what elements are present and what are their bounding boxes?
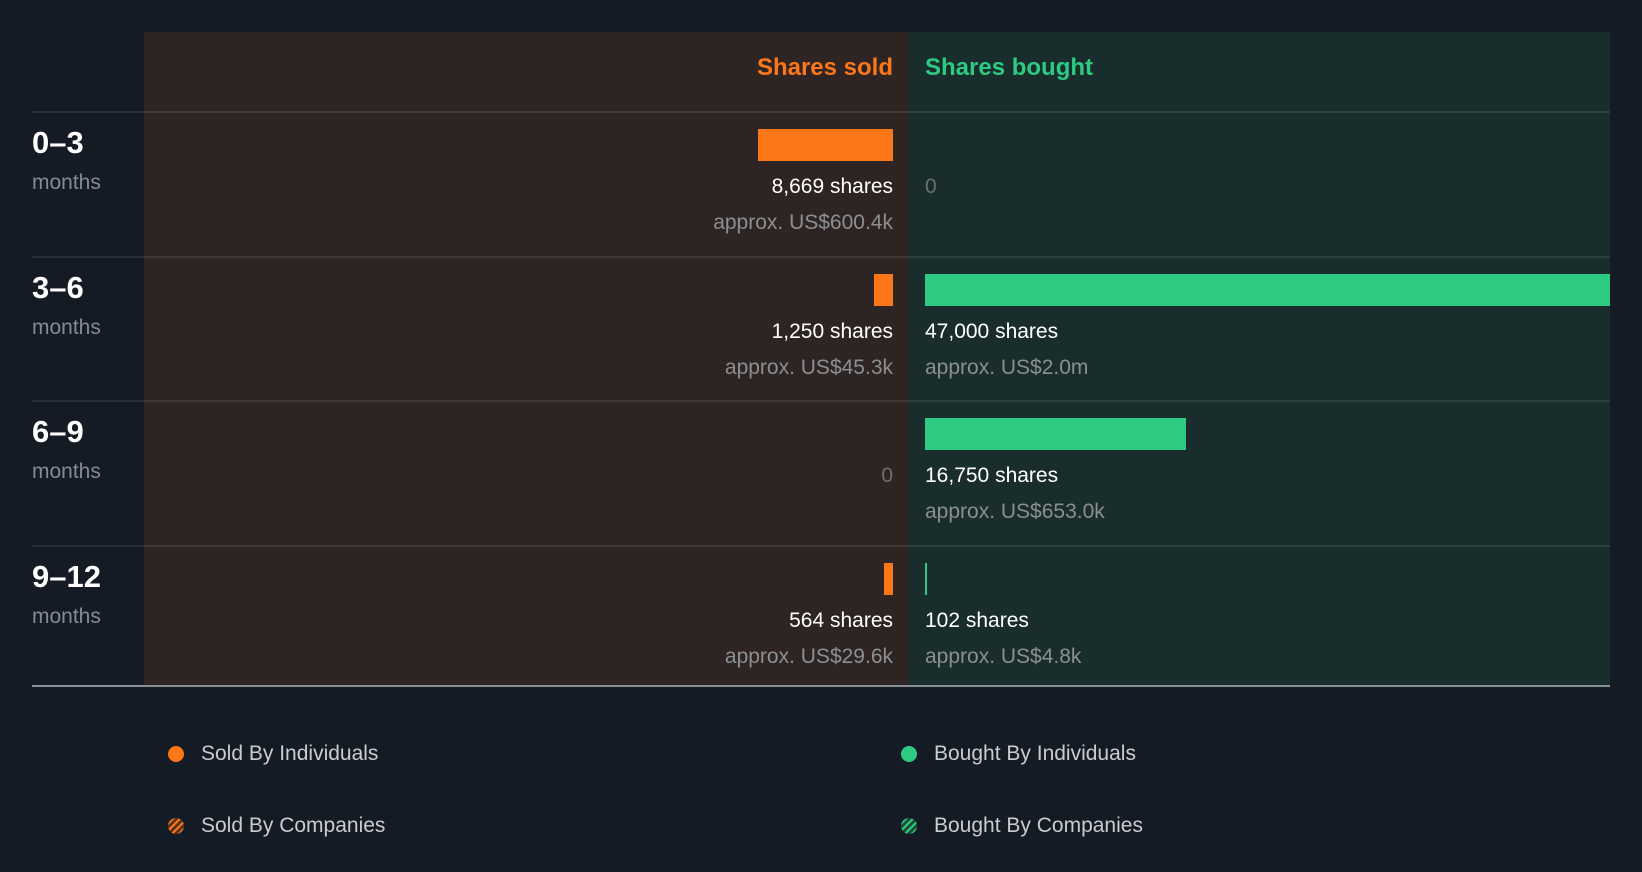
row-divider [32,111,1610,113]
bought-bar[interactable] [925,563,927,595]
period-row-6-9: 6–9 months 0 16,750 shares approx. US$65… [0,402,1642,546]
striped-green-dot-icon [901,818,917,834]
period-row-0-3: 0–3 months 8,669 shares approx. US$600.4… [0,113,1642,257]
period-label: 6–9 [32,414,84,449]
bought-bar[interactable] [925,418,1186,450]
period-row-9-12: 9–12 months 564 shares approx. US$29.6k … [0,547,1642,691]
sold-approx-value: approx. US$29.6k [724,645,893,668]
green-dot-icon [901,746,917,762]
orange-dot-icon [168,746,184,762]
sold-shares: 0 [881,464,893,487]
sold-approx-value: approx. US$45.3k [724,356,893,379]
period-row-3-6: 3–6 months 1,250 shares approx. US$45.3k… [0,258,1642,402]
bought-approx-value: approx. US$4.8k [925,645,1082,668]
period-unit: months [32,460,101,483]
row-divider [32,256,1610,258]
legend-bought-individuals[interactable]: Bought By Individuals [901,742,1136,766]
row-divider [32,400,1610,402]
shares-sold-header: Shares sold [756,54,893,81]
bought-shares: 0 [925,175,937,198]
shares-bought-header: Shares bought [925,54,1094,81]
sold-bar[interactable] [884,563,893,595]
bought-bar[interactable] [925,274,1610,306]
bought-approx-value: approx. US$2.0m [925,356,1089,379]
legend-sold-individuals[interactable]: Sold By Individuals [168,742,378,766]
bought-approx-value: approx. US$653.0k [925,500,1105,523]
legend-label: Sold By Individuals [201,742,379,765]
bought-shares: 47,000 shares [925,320,1059,343]
sold-shares: 8,669 shares [771,175,893,198]
period-unit: months [32,316,101,339]
period-label: 9–12 [32,559,101,594]
legend-label: Bought By Companies [934,814,1143,837]
period-label: 0–3 [32,125,84,160]
period-unit: months [32,171,101,194]
sold-bar[interactable] [758,129,893,161]
sold-approx-value: approx. US$600.4k [713,211,893,234]
striped-orange-dot-icon [168,818,184,834]
sold-bar[interactable] [874,274,893,306]
shares-bought-panel [909,32,1610,686]
legend-label: Sold By Companies [201,814,386,837]
chart-baseline [32,685,1610,687]
bought-shares: 102 shares [925,609,1029,632]
legend-sold-companies[interactable]: Sold By Companies [168,814,385,838]
sold-shares: 1,250 shares [771,320,893,343]
bought-shares: 16,750 shares [925,464,1059,487]
period-unit: months [32,605,101,628]
legend-label: Bought By Individuals [934,742,1136,765]
period-label: 3–6 [32,270,84,305]
legend-bought-companies[interactable]: Bought By Companies [901,814,1143,838]
sold-shares: 564 shares [789,609,893,632]
row-divider [32,545,1610,547]
